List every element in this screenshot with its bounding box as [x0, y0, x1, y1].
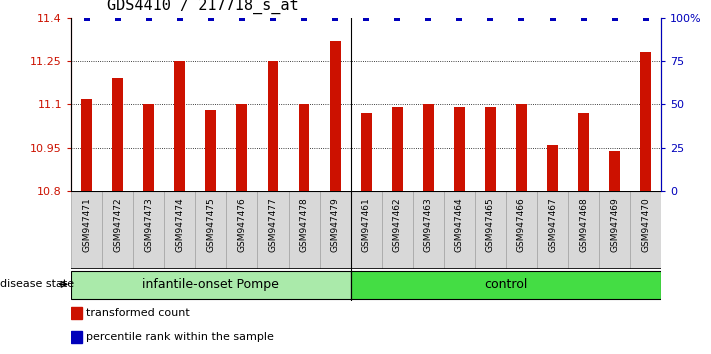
Text: GSM947474: GSM947474 [176, 198, 184, 252]
Bar [578, 113, 589, 191]
Bar [71, 191, 102, 269]
Text: GSM947463: GSM947463 [424, 198, 433, 252]
Bar [112, 78, 123, 191]
Bar [133, 191, 164, 269]
Point [422, 15, 434, 21]
Text: GSM947462: GSM947462 [392, 198, 402, 252]
Text: GSM947475: GSM947475 [206, 198, 215, 252]
Bar [299, 104, 309, 191]
Bar [382, 191, 413, 269]
Text: GSM947473: GSM947473 [144, 198, 154, 252]
Bar [319, 191, 351, 269]
Point [174, 15, 186, 21]
Bar [413, 191, 444, 269]
Point [81, 15, 92, 21]
Bar [360, 113, 372, 191]
Text: percentile rank within the sample: percentile rank within the sample [86, 332, 274, 342]
Bar [537, 191, 568, 269]
Bar [475, 191, 506, 269]
Bar [257, 191, 289, 269]
Bar [226, 191, 257, 269]
Text: GSM947478: GSM947478 [299, 198, 309, 252]
Text: infantile-onset Pompe: infantile-onset Pompe [142, 278, 279, 291]
Text: GSM947464: GSM947464 [455, 198, 464, 252]
Bar [174, 61, 186, 191]
Text: GSM947476: GSM947476 [237, 198, 247, 252]
Bar [164, 191, 196, 269]
Point [578, 15, 589, 21]
Point [609, 15, 620, 21]
Bar [630, 191, 661, 269]
Bar [423, 104, 434, 191]
Text: GSM947469: GSM947469 [610, 198, 619, 252]
Bar [102, 191, 133, 269]
Point [640, 15, 651, 21]
Text: GSM947467: GSM947467 [548, 198, 557, 252]
Bar [641, 52, 651, 191]
Point [515, 15, 527, 21]
Bar [485, 107, 496, 191]
Text: GSM947466: GSM947466 [517, 198, 526, 252]
Bar [351, 271, 661, 299]
Point [143, 15, 154, 21]
Bar [516, 104, 527, 191]
Bar [568, 191, 599, 269]
Point [485, 15, 496, 21]
Bar [196, 191, 226, 269]
Bar [444, 191, 475, 269]
Bar [547, 145, 558, 191]
Bar [330, 41, 341, 191]
Bar [81, 99, 92, 191]
Point [547, 15, 558, 21]
Text: GSM947468: GSM947468 [579, 198, 588, 252]
Point [392, 15, 403, 21]
Point [112, 15, 124, 21]
Bar [71, 331, 82, 343]
Bar [267, 61, 279, 191]
Point [205, 15, 217, 21]
Point [299, 15, 310, 21]
Bar [237, 104, 247, 191]
Point [454, 15, 465, 21]
Text: GSM947479: GSM947479 [331, 198, 340, 252]
Text: GSM947471: GSM947471 [82, 198, 91, 252]
Bar [144, 104, 154, 191]
Bar [205, 110, 216, 191]
Bar [351, 191, 382, 269]
Bar [599, 191, 630, 269]
Text: GDS4410 / 217718_s_at: GDS4410 / 217718_s_at [107, 0, 299, 14]
Text: disease state: disease state [0, 279, 74, 289]
Point [236, 15, 247, 21]
Text: GSM947465: GSM947465 [486, 198, 495, 252]
Bar [71, 271, 351, 299]
Text: GSM947461: GSM947461 [362, 198, 370, 252]
Bar [454, 107, 465, 191]
Point [267, 15, 279, 21]
Text: GSM947470: GSM947470 [641, 198, 650, 252]
Point [360, 15, 372, 21]
Text: transformed count: transformed count [86, 308, 190, 318]
Bar [609, 151, 620, 191]
Text: control: control [484, 278, 528, 291]
Bar [506, 191, 537, 269]
Bar [289, 191, 319, 269]
Text: GSM947477: GSM947477 [269, 198, 277, 252]
Text: GSM947472: GSM947472 [113, 198, 122, 252]
Point [329, 15, 341, 21]
Bar [392, 107, 402, 191]
Bar [71, 307, 82, 319]
